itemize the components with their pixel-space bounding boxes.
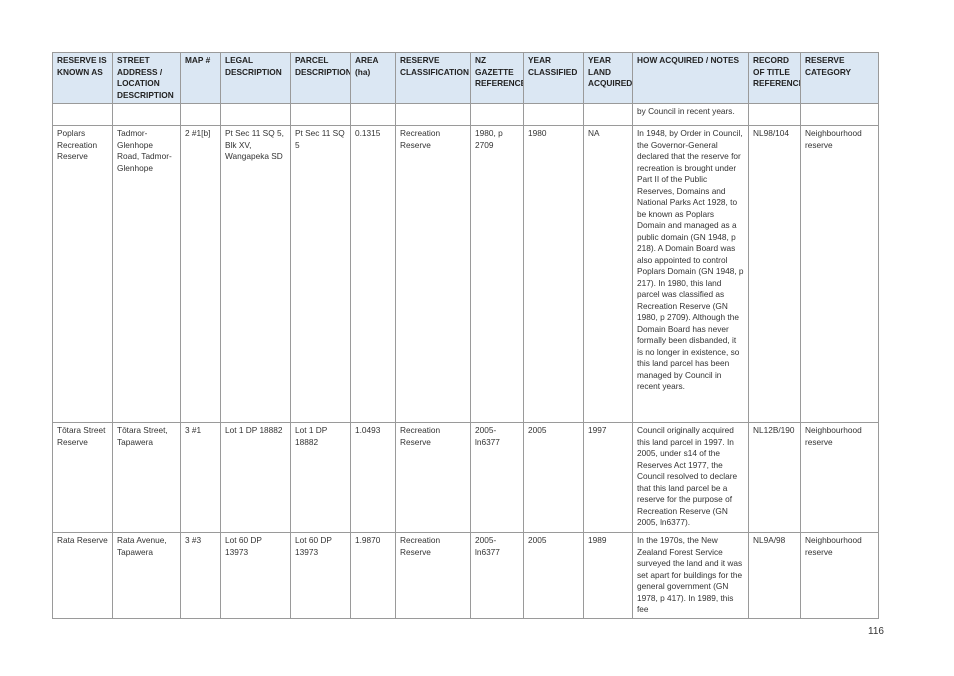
table-cell: Poplars Recreation Reserve [52,125,113,423]
column-header: RESERVE CATEGORY [800,52,879,104]
table-cell: Recreation Reserve [395,125,471,423]
table-cell: Lot 1 DP 18882 [220,422,291,533]
continued-notes: by Council in recent years. [632,103,749,126]
page-number: 116 [868,626,884,637]
column-header: HOW ACQUIRED / NOTES [632,52,749,104]
column-header: RECORD OF TITLE REFERENCE [748,52,801,104]
column-header: YEAR CLASSIFIED [523,52,584,104]
column-header: PARCEL DESCRIPTION [290,52,351,104]
table-cell: 1997 [583,422,633,533]
table-cell: 1989 [583,532,633,619]
table-cell: Pt Sec 11 SQ 5, Blk XV, Wangapeka SD [220,125,291,423]
column-header: NZ GAZETTE REFERENCE [470,52,524,104]
table-cell: Rata Reserve [52,532,113,619]
table-cell: 1.9870 [350,532,396,619]
table-cell: 2005-ln6377 [470,532,524,619]
column-header: MAP # [180,52,221,104]
table-cell: 0.1315 [350,125,396,423]
table-cell: Lot 60 DP 13973 [220,532,291,619]
column-header: YEAR LAND ACQUIRED [583,52,633,104]
table-cell: Council originally acquired this land pa… [632,422,749,533]
table-cell: Recreation Reserve [395,532,471,619]
header-row: RESERVE IS KNOWN AS STREET ADDRESS / LOCA… [52,52,879,104]
table-cell: Tadmor-Glenhope Road, Tadmor-Glenhope [112,125,181,423]
table-cell: Lot 60 DP 13973 [290,532,351,619]
table-cell: In the 1970s, the New Zealand Forest Ser… [632,532,749,619]
column-header: STREET ADDRESS / LOCATION DESCRIPTION [112,52,181,104]
continuation-row: by Council in recent years. [52,103,879,126]
table-cell: In 1948, by Order in Council, the Govern… [632,125,749,423]
table-cell: Lot 1 DP 18882 [290,422,351,533]
table-cell: NL12B/190 [748,422,801,533]
column-header: RESERVE IS KNOWN AS [52,52,113,104]
table-cell: 3 #1 [180,422,221,533]
table-cell: NL9A/98 [748,532,801,619]
table-cell: 1.0493 [350,422,396,533]
table-cell: Pt Sec 11 SQ 5 [290,125,351,423]
table-cell: 2 #1[b] [180,125,221,423]
column-header: AREA (ha) [350,52,396,104]
table-cell: Tōtara Street Reserve [52,422,113,533]
table-row: Poplars Recreation Reserve Tadmor-Glenhop… [52,125,879,423]
table-cell: 1980, p 2709 [470,125,524,423]
table-cell: 2005 [523,422,584,533]
table-cell: 1980 [523,125,584,423]
table-cell: Neighbourhood reserve [800,532,879,619]
table-cell: 2005 [523,532,584,619]
table-row: Rata Reserve Rata Avenue, Tapawera 3 #3 Lot… [52,532,879,619]
table-cell: NL98/104 [748,125,801,423]
table-cell: 2005-ln6377 [470,422,524,533]
table-cell: Neighbourhood reserve [800,422,879,533]
reserves-table: RESERVE IS KNOWN AS STREET ADDRESS / LOCA… [52,52,879,619]
table-cell: 3 #3 [180,532,221,619]
table-cell: Rata Avenue, Tapawera [112,532,181,619]
table-row: Tōtara Street Reserve Tōtara Street, Tapa… [52,422,879,533]
column-header: RESERVE CLASSIFICATION [395,52,471,104]
table-cell: Tōtara Street, Tapawera [112,422,181,533]
column-header: LEGAL DESCRIPTION [220,52,291,104]
table-cell: Recreation Reserve [395,422,471,533]
table-cell: NA [583,125,633,423]
table-cell: Neighbourhood reserve [800,125,879,423]
